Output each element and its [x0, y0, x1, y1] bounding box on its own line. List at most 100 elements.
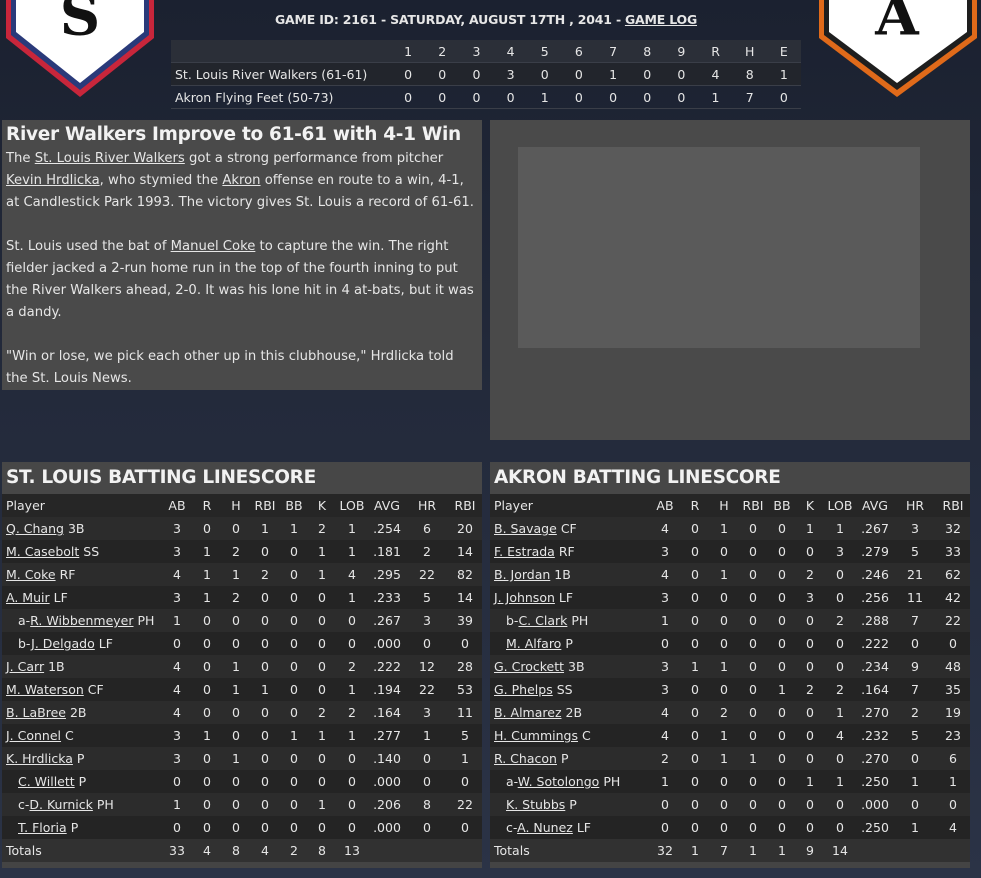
stat: 0: [261, 820, 269, 835]
column-header: 4: [506, 43, 515, 59]
stat: 22: [457, 797, 473, 812]
player-link[interactable]: H. Cummings: [494, 728, 578, 743]
player-link[interactable]: T. Floria: [18, 820, 67, 835]
stat: .232: [861, 728, 889, 743]
player-link[interactable]: M. Coke: [6, 567, 56, 582]
stat: 0: [173, 820, 181, 835]
stat: 4: [661, 567, 669, 582]
player-link[interactable]: B. LaBree: [6, 705, 66, 720]
link[interactable]: Akron: [222, 173, 261, 188]
player-link[interactable]: A. Muir: [6, 590, 50, 605]
score: 0: [540, 66, 549, 82]
game-log-link[interactable]: GAME LOG: [624, 12, 698, 27]
player-link[interactable]: W. Sotolongo: [517, 774, 600, 789]
player-row: C. Willett P 0 0 0 0 0 0 0 .000 0 0: [2, 770, 482, 793]
total: 9: [806, 843, 814, 858]
stat: 5: [911, 728, 919, 743]
stat: 2: [806, 682, 814, 697]
stat: 0: [806, 797, 814, 812]
player-link[interactable]: R. Chacon: [494, 751, 557, 766]
stat: 0: [778, 636, 786, 651]
player-link[interactable]: D. Kurnick: [29, 797, 93, 812]
link[interactable]: Kevin Hrdlicka: [6, 173, 100, 188]
stat: 5: [911, 544, 919, 559]
position: P: [78, 774, 87, 789]
column-header: HR: [417, 498, 437, 513]
score: 0: [677, 66, 686, 82]
stat: 1: [836, 705, 844, 720]
player-link[interactable]: Q. Chang: [6, 521, 64, 536]
player-row: b-J. Delgado LF 0 0 0 0 0 0 0 .000 0 0: [2, 632, 482, 655]
column-header: Player: [494, 498, 533, 513]
player-link[interactable]: M. Alfaro: [506, 636, 562, 651]
score: 8: [745, 66, 754, 82]
stat: 4: [173, 682, 181, 697]
stat: 1: [749, 751, 757, 766]
player-link[interactable]: K. Stubbs: [506, 797, 566, 812]
player-link[interactable]: B. Almarez: [494, 705, 562, 720]
cell: [368, 839, 406, 865]
player-link[interactable]: J. Johnson: [494, 590, 555, 605]
player-row: K. Stubbs P 0 0 0 0 0 0 0 .000 0 0: [490, 793, 970, 816]
logo-letter: A: [874, 0, 920, 49]
player-link[interactable]: J. Delgado: [31, 636, 95, 651]
player-cell: M. Waterson CF: [2, 678, 162, 701]
stat: 0: [836, 820, 844, 835]
stat: .194: [373, 682, 401, 697]
stat: 2: [661, 751, 669, 766]
paragraph: St. Louis used the bat of Manuel Coke to…: [2, 236, 482, 324]
player-link[interactable]: R. Wibbenmeyer: [30, 613, 134, 628]
stat: 14: [457, 544, 473, 559]
player-link[interactable]: G. Phelps: [494, 682, 553, 697]
stat: .295: [373, 567, 401, 582]
linescore-table: 1 2 3 4 5 6 7 8 9 R H E St. Louis River Walkers (61-…: [171, 40, 801, 109]
column-header: H: [744, 43, 755, 59]
stat: 0: [806, 820, 814, 835]
player-row: a-R. Wibbenmeyer PH 1 0 0 0 0 0 0 .267 3 39: [2, 609, 482, 632]
total: 1: [749, 843, 757, 858]
player-link[interactable]: F. Estrada: [494, 544, 555, 559]
player-link[interactable]: C. Willett: [18, 774, 75, 789]
stat: 3: [806, 590, 814, 605]
article: River Walkers Improve to 61-61 with 4-1 …: [2, 120, 482, 390]
home-logo: S: [6, 0, 154, 97]
stat: 0: [290, 613, 298, 628]
player-link[interactable]: J. Connel: [6, 728, 62, 743]
player-cell: B. Savage CF: [490, 517, 650, 540]
stat: 2: [348, 705, 356, 720]
column-header: BB: [773, 498, 791, 513]
stat: 0: [911, 797, 919, 812]
sub-prefix: b-: [18, 636, 32, 651]
player-link[interactable]: B. Savage: [494, 521, 557, 536]
player-link[interactable]: G. Crockett: [494, 659, 565, 674]
player-link[interactable]: M. Casebolt: [6, 544, 80, 559]
player-cell: K. Stubbs P: [490, 793, 650, 816]
player-link[interactable]: B. Jordan: [494, 567, 551, 582]
player-cell: b-J. Delgado LF: [2, 632, 162, 655]
text: to capture the win. The right fielder ja…: [6, 239, 474, 320]
stat: 0: [720, 636, 728, 651]
player-link[interactable]: A. Nunez: [517, 820, 573, 835]
section-title: AKRON BATTING LINESCORE: [490, 462, 970, 494]
score: 7: [745, 89, 754, 105]
stat: 0: [836, 567, 844, 582]
stat: 0: [348, 820, 356, 835]
stat: 0: [836, 636, 844, 651]
total: 33: [169, 843, 185, 858]
player-link[interactable]: J. Carr: [6, 659, 45, 674]
player-cell: M. Coke RF: [2, 563, 162, 586]
position: SS: [83, 544, 100, 559]
stat: 2: [232, 544, 240, 559]
position: P: [76, 751, 85, 766]
win-chart-panel: STLAKR12345678912341. Top 4th: M. Coke h…: [490, 120, 970, 440]
player-row: a-W. Sotolongo PH 1 0 0 0 0 1 1 .250 1 1: [490, 770, 970, 793]
position: 1B: [554, 567, 571, 582]
player-link[interactable]: M. Waterson: [6, 682, 84, 697]
stat: 1: [348, 728, 356, 743]
stat: 0: [318, 590, 326, 605]
link[interactable]: Manuel Coke: [170, 239, 256, 254]
totals-row: Totals 33 4 8 4 2 8 13: [2, 839, 482, 865]
player-link[interactable]: K. Hrdlicka: [6, 751, 73, 766]
player-link[interactable]: C. Clark: [518, 613, 568, 628]
link[interactable]: St. Louis River Walkers: [34, 151, 185, 166]
